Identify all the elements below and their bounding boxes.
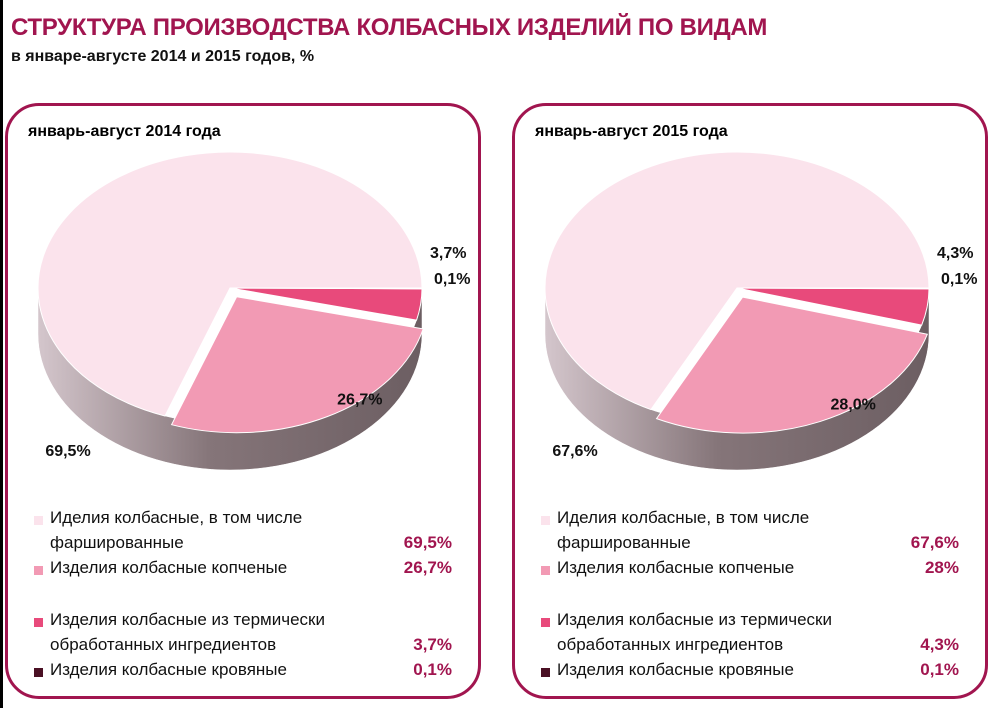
slice-label-2: 4,3% (937, 245, 973, 262)
legend-value-0: 69,5% (403, 533, 452, 552)
legend-swatch-1 (541, 566, 550, 575)
legend-value-2: 3,7% (413, 635, 452, 654)
chart-panel-2014: январь-август 2014 года 69,5% 26,7% 3,7% 0,… (5, 103, 481, 699)
slice-label-1: 26,7% (337, 392, 382, 409)
pie-chart-2015: 67,6% 28,0% 4,3% 0,1% (544, 151, 977, 471)
left-edge-bar (0, 0, 3, 708)
legend-swatch-2 (541, 618, 550, 627)
legend-label-2-line2: обработанных ингредиентов (557, 635, 784, 654)
legend-swatch-3 (34, 668, 43, 677)
page-title: СТРУКТУРА ПРОИЗВОДСТВА КОЛБАСНЫХ ИЗДЕЛИЙ… (11, 14, 768, 41)
pie-slice-3 (736, 287, 930, 290)
pie-slice-1 (655, 296, 929, 434)
legend-label-0-line2: фаршированные (50, 533, 184, 552)
legend-label-2-line2: обработанных ингредиентов (50, 635, 277, 654)
slice-label-1: 28,0% (830, 397, 875, 414)
legend-label-1: Изделия колбасные копченые (50, 558, 288, 577)
slice-label-0: 67,6% (552, 443, 597, 460)
legend-label-1: Изделия колбасные копченые (557, 558, 795, 577)
slice-label-0: 69,5% (45, 443, 90, 460)
legend-value-3: 0,1% (920, 660, 959, 679)
legend-value-1: 28% (924, 558, 959, 577)
legend-label-0-line1: Иделия колбасные, в том числе (50, 508, 303, 527)
legend-label-3: Изделия колбасные кровяные (50, 660, 287, 679)
legend-label-0-line1: Иделия колбасные, в том числе (557, 508, 810, 527)
pie-slice-0 (37, 151, 423, 417)
legend-swatch-0 (34, 516, 43, 525)
pie-chart-2014: 69,5% 26,7% 3,7% 0,1% (37, 151, 470, 471)
legend-label-0-line2: фаршированные (557, 533, 691, 552)
chart-title-2014: январь-август 2014 года (28, 123, 221, 140)
legend-2014: Иделия колбасные, в том числе фарширован… (8, 106, 478, 696)
pie-slice-3 (229, 287, 423, 290)
legend-swatch-1 (34, 566, 43, 575)
legend-label-2-line1: Изделия колбасные из термически (50, 610, 325, 629)
legend-value-1: 26,7% (403, 558, 452, 577)
legend-2015: Иделия колбасные, в том числе фарширован… (515, 106, 985, 696)
pie-slice-0 (544, 151, 930, 411)
pie-slice-1 (170, 296, 424, 434)
legend-value-0: 67,6% (910, 533, 959, 552)
legend-swatch-2 (34, 618, 43, 627)
legend-value-3: 0,1% (413, 660, 452, 679)
legend-label-3: Изделия колбасные кровяные (557, 660, 794, 679)
legend-label-2-line1: Изделия колбасные из термически (557, 610, 832, 629)
slice-label-2: 3,7% (430, 245, 466, 262)
chart-panel-2015: январь-август 2015 года 67,6% 28,0% 4,3% 0,… (512, 103, 988, 699)
legend-swatch-3 (541, 668, 550, 677)
slice-label-3: 0,1% (434, 271, 470, 288)
chart-title-2015: январь-август 2015 года (535, 123, 728, 140)
legend-swatch-0 (541, 516, 550, 525)
page-subtitle: в январе-августе 2014 и 2015 годов, % (11, 48, 315, 65)
legend-value-2: 4,3% (920, 635, 959, 654)
slice-label-3: 0,1% (941, 271, 977, 288)
